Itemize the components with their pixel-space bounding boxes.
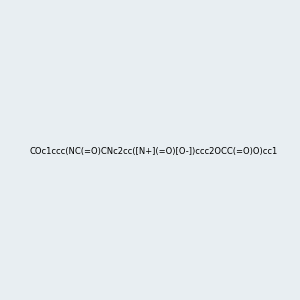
Text: COc1ccc(NC(=O)CNc2cc([N+](=O)[O-])ccc2OCC(=O)O)cc1: COc1ccc(NC(=O)CNc2cc([N+](=O)[O-])ccc2OC… bbox=[30, 147, 278, 156]
